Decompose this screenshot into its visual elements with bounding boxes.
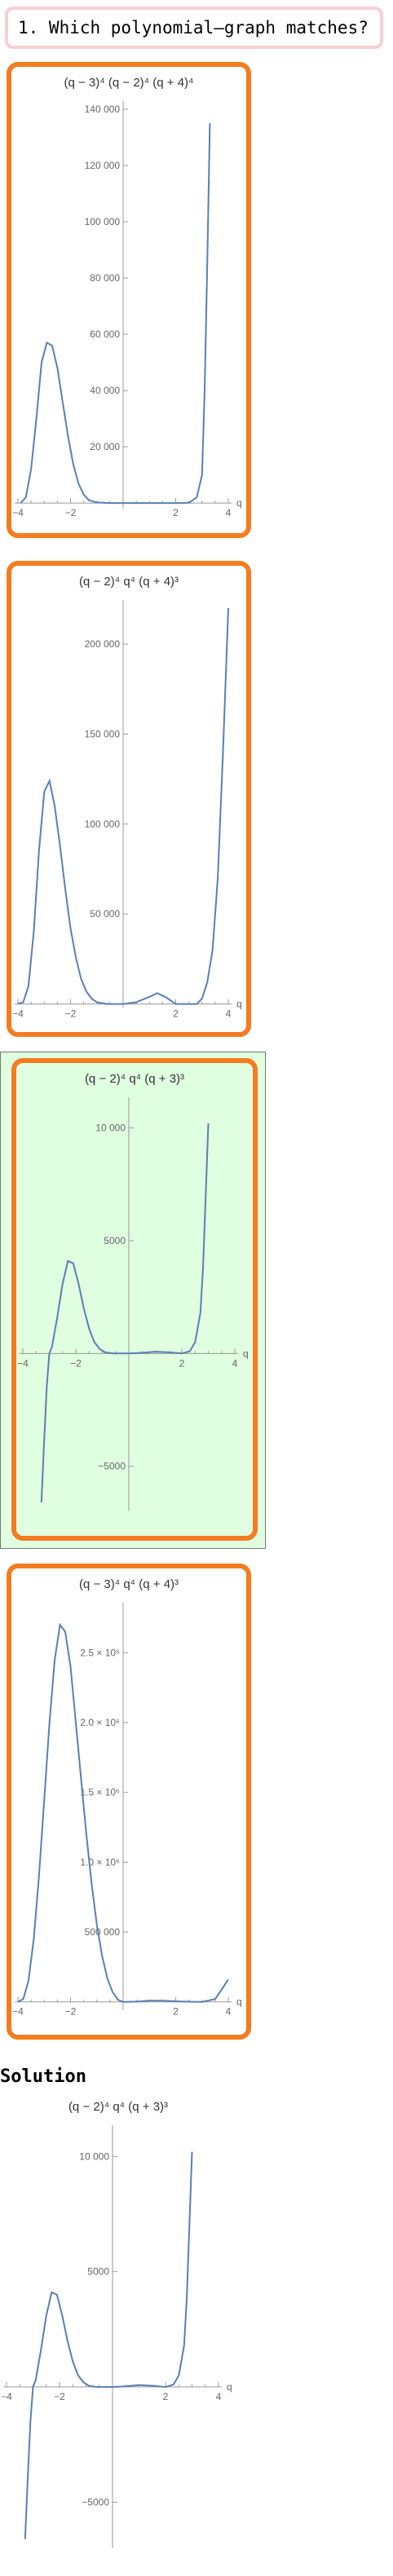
y-tick-label: 140 000: [85, 104, 121, 115]
series-line: [20, 123, 211, 505]
series-line: [24, 2151, 193, 2539]
option-3[interactable]: (q − 2)⁴ q⁴ (q + 3)³ −4 −2 2 4 q −5000 5000 10 0…: [11, 1058, 258, 1541]
plot-title: (q − 3)⁴ (q − 2)⁴ (q + 4)⁴: [64, 76, 194, 90]
x-axis-label: q: [236, 1996, 242, 2008]
x-tick-label: −2: [65, 2006, 77, 2018]
y-tick-label: 120 000: [85, 160, 121, 171]
x-tick-label: −4: [12, 2006, 24, 2018]
x-tick-label: −2: [65, 1008, 77, 1020]
option-1[interactable]: (q − 3)⁴ (q − 2)⁴ (q + 4)⁴ −4 −2 2 4 q 20 000 4…: [7, 62, 251, 538]
y-tick-label: −5000: [82, 2496, 109, 2508]
question-box: 1. Which polynomial–graph matches?: [5, 7, 383, 49]
x-axis-label: q: [227, 2381, 232, 2393]
y-tick-label: 2.5 × 10⁶: [80, 1647, 120, 1658]
x-axis-label: q: [236, 497, 242, 509]
y-tick-label: 5000: [87, 2266, 109, 2278]
plot-option-2: (q − 2)⁴ q⁴ (q + 4)³ −4 −2 2 4q 50 000 100 000…: [12, 575, 242, 1020]
x-tick-label: 4: [226, 2006, 232, 2018]
x-tick-label: −4: [12, 1008, 24, 1020]
series-line: [17, 1622, 229, 2003]
y-tick-label: 150 000: [85, 729, 121, 740]
y-tick-label: 100 000: [85, 818, 121, 830]
y-tick-label: 10 000: [95, 1123, 126, 1134]
y-tick-label: 1.5 × 10⁶: [80, 1787, 120, 1798]
plot-option-4: (q − 3)⁴ q⁴ (q + 4)³ −4 −2 2 4q 500 000 1.0 × …: [12, 1577, 242, 2018]
series-line: [40, 1123, 210, 1502]
y-tick-label: 200 000: [85, 638, 121, 650]
x-axis-label: q: [236, 999, 242, 1010]
x-tick-label: 4: [216, 2391, 222, 2402]
x-axis-label: q: [243, 1348, 249, 1359]
x-tick-label: 2: [173, 507, 179, 518]
y-tick-label: −5000: [98, 1461, 126, 1472]
plot-title: (q − 2)⁴ q⁴ (q + 3)³: [85, 1072, 184, 1086]
plot-title: (q − 2)⁴ q⁴ (q + 3)³: [68, 2100, 168, 2114]
question-text: 1. Which polynomial–graph matches?: [18, 18, 369, 37]
plot-option-1: (q − 3)⁴ (q − 2)⁴ (q + 4)⁴ −4 −2 2 4q 20 000 4…: [12, 76, 242, 518]
series-line: [17, 607, 229, 1005]
x-tick-label: −2: [70, 1357, 82, 1369]
plot-title: (q − 2)⁴ q⁴ (q + 4)³: [79, 575, 179, 589]
x-tick-label: 4: [226, 1008, 232, 1020]
plot-solution: (q − 2)⁴ q⁴ (q + 3)³ −4 −2 2 4q −5000 5000 10 0…: [1, 2100, 232, 2548]
solution-plot: (q − 2)⁴ q⁴ (q + 3)³ −4 −2 2 4 q −5000 5000 10 0…: [0, 2091, 236, 2573]
solution-heading: Solution: [0, 2067, 86, 2087]
y-tick-label: 2.0 × 10⁶: [80, 1717, 120, 1728]
x-tick-label: 2: [173, 1008, 179, 1020]
x-tick-label: −4: [17, 1357, 29, 1369]
option-2[interactable]: (q − 2)⁴ q⁴ (q + 4)³ −4 −2 2 4 q 50 000 100 000…: [7, 561, 251, 1037]
y-tick-label: 500 000: [85, 1926, 121, 1938]
option-4[interactable]: (q − 3)⁴ q⁴ (q + 4)³ −4 −2 2 4 q 500 000 1.0 × …: [7, 1564, 251, 2040]
plot-option-3: (q − 2)⁴ q⁴ (q + 3)³ −4 −2 2 4q −5000 5000 10 0…: [17, 1072, 249, 1511]
x-tick-label: −4: [1, 2391, 12, 2402]
y-tick-label: 50 000: [90, 908, 120, 920]
x-tick-label: 2: [179, 1357, 185, 1369]
x-tick-label: −2: [65, 507, 77, 518]
plot-title: (q − 3)⁴ q⁴ (q + 4)³: [79, 1577, 179, 1591]
y-tick-label: 40 000: [90, 385, 120, 396]
y-tick-label: 20 000: [90, 441, 120, 452]
x-tick-label: −2: [54, 2391, 65, 2402]
y-tick-label: 100 000: [85, 216, 121, 227]
y-tick-label: 1.0 × 10⁶: [80, 1856, 120, 1868]
x-tick-label: 2: [173, 2006, 179, 2018]
x-tick-label: 4: [226, 507, 232, 518]
x-tick-label: 2: [163, 2391, 169, 2402]
x-tick-label: −4: [12, 507, 24, 518]
x-tick-label: 4: [232, 1357, 238, 1369]
y-tick-label: 80 000: [90, 272, 120, 284]
y-tick-label: 10 000: [79, 2150, 109, 2162]
y-tick-label: 60 000: [90, 329, 120, 340]
y-tick-label: 5000: [104, 1235, 126, 1246]
